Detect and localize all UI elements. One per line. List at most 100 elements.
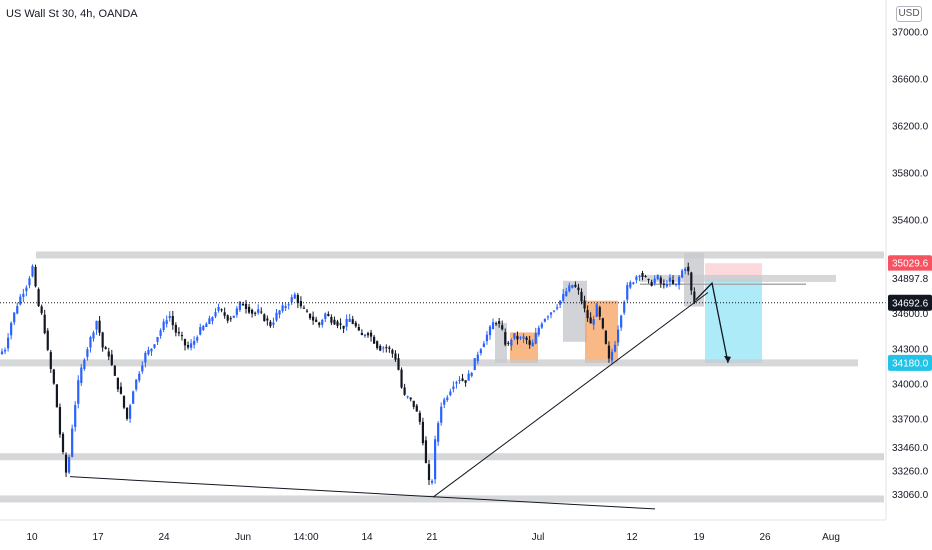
- candle-body: [455, 382, 458, 384]
- chart-title: US Wall St 30, 4h, OANDA: [6, 8, 138, 20]
- candle-body: [58, 407, 62, 435]
- candle-body: [540, 323, 543, 328]
- candle-body: [238, 301, 241, 310]
- candle-body: [678, 276, 681, 286]
- level-band: [0, 453, 884, 461]
- candle-body: [513, 333, 516, 339]
- candle-body: [568, 285, 571, 292]
- candle-body: [299, 301, 302, 307]
- candle-body: [64, 454, 68, 473]
- candle-body: [318, 322, 321, 326]
- candle-body: [470, 372, 473, 376]
- candle-body: [3, 349, 7, 352]
- drawings-layer: [0, 281, 886, 510]
- price-tag-target: 34180.0: [888, 354, 932, 371]
- time-axis: 10 17 24 Jun 14:00 14 21 Jul 12 19 26 Aug: [26, 532, 839, 543]
- candle-body: [626, 285, 629, 300]
- candle-body: [86, 349, 89, 358]
- candle-body: [321, 320, 324, 325]
- price-tick-label: 37000.0: [892, 28, 929, 39]
- candle-body: [440, 406, 443, 423]
- candle-body: [55, 384, 58, 408]
- candle-body: [409, 397, 412, 400]
- candle-body: [330, 316, 333, 323]
- candle-body: [415, 405, 418, 412]
- candle-body: [580, 291, 583, 302]
- candle-body: [89, 337, 92, 348]
- price-tick-label: 34600.0: [892, 309, 929, 320]
- candle-body: [199, 327, 202, 335]
- candle-body: [592, 319, 595, 325]
- candle-body: [281, 305, 284, 312]
- candle-body: [13, 312, 16, 323]
- candle-body: [434, 439, 437, 480]
- candle-body: [525, 337, 528, 340]
- candle-body: [662, 283, 665, 285]
- candle-body: [571, 284, 574, 288]
- candle-body: [104, 347, 107, 350]
- candle-body: [467, 373, 470, 381]
- candle-body: [129, 405, 132, 419]
- candle-body: [653, 278, 656, 284]
- candle-body: [150, 348, 153, 352]
- price-tick-label: 35400.0: [892, 215, 929, 226]
- candle-body: [305, 310, 309, 312]
- candle-body: [244, 303, 248, 310]
- time-tick-label: Jul: [532, 532, 545, 543]
- candle-body: [43, 314, 46, 334]
- candle-body: [485, 334, 489, 342]
- candle-body: [348, 318, 351, 322]
- candle-body: [101, 332, 104, 348]
- candle-body: [366, 333, 370, 336]
- time-tick-label: 14:00: [293, 532, 318, 543]
- price-tick-label: 34000.0: [892, 380, 929, 391]
- candle-body: [617, 329, 620, 343]
- candle-body: [312, 316, 315, 321]
- candle-body: [202, 325, 205, 330]
- candle-body: [495, 323, 498, 325]
- candle-body: [110, 354, 113, 365]
- candle-body: [549, 312, 553, 315]
- candle-body: [223, 312, 226, 316]
- candle-body: [623, 301, 626, 313]
- candle-body: [446, 397, 449, 400]
- forecast-arrowhead: [724, 355, 731, 363]
- level-band: [36, 251, 884, 259]
- candle-body: [83, 359, 86, 369]
- time-tick-label: 24: [158, 532, 170, 543]
- candle-body: [61, 433, 65, 453]
- candle-body: [336, 321, 339, 326]
- candle-body: [74, 405, 77, 428]
- candle-body: [620, 315, 623, 328]
- candle-body: [632, 282, 635, 284]
- candle-body: [537, 327, 540, 335]
- candle-body: [135, 379, 138, 390]
- candle-body: [92, 332, 95, 339]
- candle-body: [220, 309, 223, 311]
- price-tag-plain: 34897.8: [888, 270, 932, 287]
- currency-badge[interactable]: USD: [896, 6, 922, 22]
- candle-body: [357, 327, 360, 331]
- candle-body: [168, 315, 171, 319]
- candle-body: [382, 347, 385, 349]
- support-trend-line: [69, 476, 656, 510]
- candle-body: [644, 276, 647, 278]
- candle-body: [144, 352, 147, 363]
- candle-body: [458, 379, 461, 381]
- time-tick-label: 10: [26, 532, 38, 543]
- candle-body: [351, 319, 354, 324]
- candle-body: [488, 326, 492, 336]
- candle-body: [211, 317, 214, 321]
- candle-body: [412, 400, 415, 407]
- time-tick-label: 12: [626, 532, 638, 543]
- candle-body: [629, 282, 632, 288]
- candle-body: [674, 283, 678, 285]
- candle-body: [162, 321, 165, 330]
- candle-body: [690, 272, 693, 291]
- candle-body: [333, 319, 336, 325]
- candle-body: [574, 284, 577, 287]
- price-tag-bg: [888, 270, 932, 287]
- candle-body: [418, 412, 421, 422]
- candle-body: [373, 336, 376, 344]
